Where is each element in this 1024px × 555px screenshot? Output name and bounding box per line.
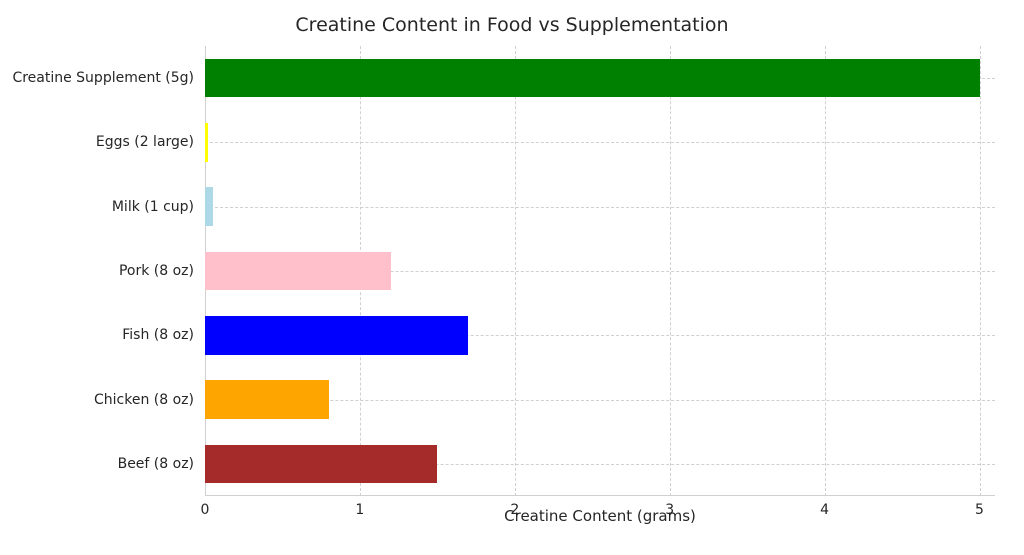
x-tick-label: 0 bbox=[201, 502, 210, 518]
y-tick-label: Creatine Supplement (5g) bbox=[12, 70, 194, 86]
chart-title: Creatine Content in Food vs Supplementat… bbox=[0, 14, 1024, 36]
x-tick-label: 3 bbox=[665, 502, 674, 518]
bar bbox=[205, 252, 391, 291]
y-tick-label: Fish (8 oz) bbox=[122, 327, 194, 343]
x-tick-label: 5 bbox=[975, 502, 984, 518]
x-tick-label: 2 bbox=[510, 502, 519, 518]
y-tick-label: Pork (8 oz) bbox=[119, 263, 194, 279]
bar bbox=[205, 316, 468, 355]
y-tick-label: Chicken (8 oz) bbox=[94, 392, 194, 408]
gridline-h bbox=[205, 207, 995, 208]
y-tick-label: Milk (1 cup) bbox=[112, 199, 194, 215]
bar bbox=[205, 59, 980, 98]
gridline-h bbox=[205, 142, 995, 143]
y-axis-labels: Beef (8 oz) Chicken (8 oz) Fish (8 oz) Pork… bbox=[0, 46, 200, 496]
chart-container: Creatine Content in Food vs Supplementat… bbox=[0, 0, 1024, 555]
x-tick-label: 1 bbox=[355, 502, 364, 518]
y-tick-label: Beef (8 oz) bbox=[118, 456, 194, 472]
x-tick-label: 4 bbox=[820, 502, 829, 518]
bar bbox=[205, 380, 329, 419]
bar bbox=[205, 187, 213, 226]
x-axis-label: Creatine Content (grams) bbox=[205, 507, 995, 525]
bar bbox=[205, 123, 208, 162]
plot-area bbox=[205, 46, 995, 496]
x-axis-line bbox=[205, 495, 995, 496]
y-tick-label: Eggs (2 large) bbox=[96, 134, 194, 150]
bar bbox=[205, 445, 437, 484]
